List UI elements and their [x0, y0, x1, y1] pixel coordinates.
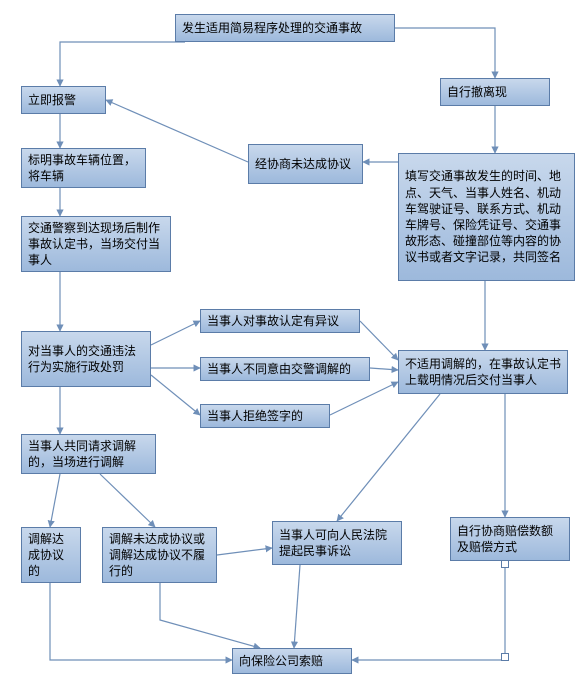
edge-n10-n8 [151, 321, 200, 345]
edge-n15-n16 [217, 548, 272, 555]
edge-n13-n14 [50, 474, 60, 527]
edge-n16-n18 [294, 565, 300, 648]
edge-n11-n12 [330, 382, 398, 415]
edge-n8-n12 [360, 321, 398, 360]
edge-n14-n18 [50, 583, 232, 660]
edge-n13-n15 [100, 474, 155, 527]
node-n10: 对当事人的交通违法行为实施行政处罚 [21, 331, 151, 387]
edge-n9-n12 [370, 368, 398, 370]
node-n11: 当事人拒绝签字的 [200, 404, 330, 428]
node-n15: 调解未达成协议或调解达成协议不履行的 [102, 527, 217, 583]
node-n1: 发生适用简易程序处理的交通事故 [175, 14, 395, 42]
node-n9: 当事人不同意由交警调解的 [200, 357, 370, 381]
node-n4: 标明事故车辆位置，将车辆 [21, 148, 146, 188]
edge-n17-n18 [352, 561, 505, 660]
node-n2: 立即报警 [21, 86, 106, 114]
node-n17: 自行协商赔偿数额及赔偿方式 [450, 517, 570, 561]
node-n12: 不适用调解的，在事故认定书上载明情况后交付当事人 [398, 350, 568, 394]
node-n3: 自行撤离现 [440, 78, 550, 106]
connector-marker-1 [501, 653, 509, 661]
node-n5: 经协商未达成协议 [248, 144, 363, 184]
edge-n10-n11 [151, 375, 200, 415]
node-n14: 调解达成协议的 [21, 527, 81, 583]
edge-n12-n16 [337, 394, 440, 521]
node-n6: 填写交通事故发生的时间、地点、天气、当事人姓名、机动车驾驶证号、联系方式、机动车… [398, 153, 575, 281]
edge-n15-n18 [160, 583, 260, 648]
node-n8: 当事人对事故认定有异议 [200, 309, 360, 333]
node-n18: 向保险公司索赔 [232, 648, 352, 674]
edge-n1-n3 [395, 28, 495, 78]
edge-n1-n2 [60, 42, 185, 86]
node-n7: 交通警察到达现场后制作事故认定书，当场交付当事人 [21, 216, 171, 272]
node-n13: 当事人共同请求调解的，当场进行调解 [21, 434, 156, 474]
connector-marker-0 [501, 560, 509, 568]
node-n16: 当事人可向人民法院提起民事诉讼 [272, 521, 402, 565]
